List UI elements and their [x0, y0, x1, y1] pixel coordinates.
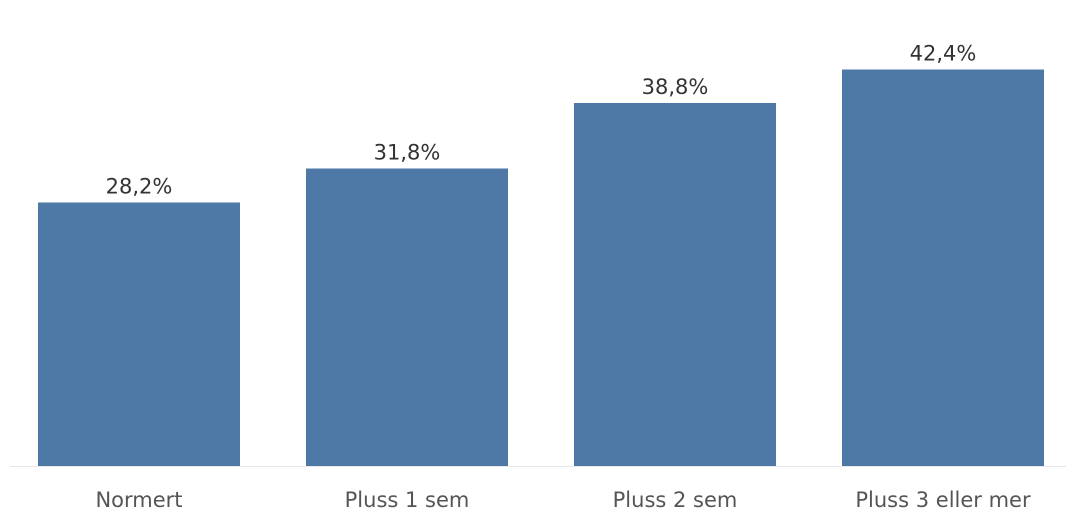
bar-4	[842, 69, 1044, 466]
x-tick-label-3: Pluss 2 sem	[613, 488, 738, 512]
data-label-4: 42,4%	[910, 42, 977, 66]
data-labels-group: 28,2% 31,8% 38,8% 42,4%	[106, 42, 977, 199]
bar-2	[306, 168, 508, 467]
x-tick-label-2: Pluss 1 sem	[345, 488, 470, 512]
data-label-1: 28,2%	[106, 174, 173, 198]
data-label-3: 38,8%	[642, 75, 709, 99]
bar-1	[38, 202, 240, 466]
x-tick-label-4: Pluss 3 eller mer	[855, 488, 1031, 512]
x-tick-labels-group: Normert Pluss 1 sem Pluss 2 sem Pluss 3 ell…	[95, 488, 1031, 512]
bars-group	[38, 69, 1044, 467]
data-label-2: 31,8%	[374, 141, 441, 165]
bar-3	[574, 103, 776, 466]
x-tick-label-1: Normert	[95, 488, 182, 512]
